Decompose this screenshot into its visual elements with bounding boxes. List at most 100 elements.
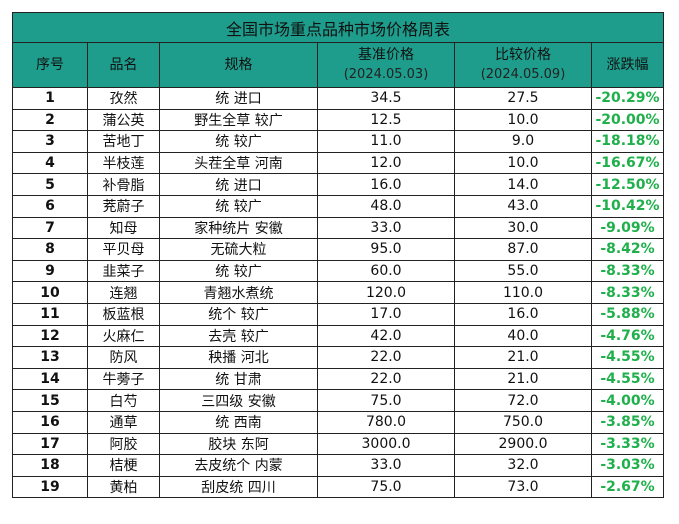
row-index: 4: [12, 151, 88, 175]
table-row: 1 孜然统 进口 34.5 27.5 -20.29%: [12, 87, 665, 110]
row-compare-price: 110.0: [454, 281, 592, 304]
row-spec: 统个 较广: [159, 302, 318, 326]
row-base-price: 33.0: [317, 216, 455, 240]
row-change: -8.33%: [590, 281, 665, 304]
row-name: 蒲公英: [87, 108, 160, 132]
row-base-price: 75.0: [317, 475, 455, 499]
row-compare-price: 73.0: [454, 475, 592, 499]
row-name: 阿胶: [87, 432, 160, 456]
row-compare-price: 32.0: [454, 454, 592, 477]
table-row: 10 连翘 青翘水煮统 120.0 110.0 -8.33%: [12, 281, 665, 304]
table-row: 6 茺蔚子统 较广 48.0 43.0 -10.42%: [12, 194, 665, 218]
row-index: 8: [12, 238, 88, 261]
row-change: -2.67%: [590, 475, 665, 499]
row-change: -20.00%: [590, 108, 665, 132]
table-row: 11 板蓝根 统个 较广 17.0 16.0 -5.88%: [12, 302, 665, 326]
row-name: 平贝母: [87, 238, 160, 261]
price-table: 全国市场重点品种市场价格周表 序号 品名 规格 基准价格 (2024.05.03…: [11, 12, 665, 499]
row-spec: 统 较广: [159, 130, 318, 153]
row-change: -3.33%: [590, 432, 665, 456]
header-base-price-label: 基准价格: [358, 47, 414, 63]
row-base-price: 33.0: [317, 454, 455, 477]
row-base-price: 22.0: [317, 367, 455, 391]
row-spec: 统 进口: [159, 87, 318, 110]
row-compare-price: 72.0: [454, 389, 592, 412]
row-name: 黄柏: [87, 475, 160, 499]
row-spec: 统 甘肃: [159, 367, 318, 391]
row-spec: 统 进口: [159, 173, 318, 196]
table-row: 5 补骨脂统 进口 16.0 14.0 -12.50%: [12, 173, 665, 196]
table-row: 14 牛蒡子统 甘肃 22.0 21.0 -4.55%: [12, 367, 665, 391]
row-index: 13: [12, 346, 88, 369]
row-spec: 统 较广: [159, 194, 318, 218]
row-spec: 胶块 东阿: [159, 432, 318, 456]
row-base-price: 42.0: [317, 324, 455, 348]
row-compare-price: 40.0: [454, 324, 592, 348]
row-base-price: 34.5: [317, 87, 455, 110]
row-name: 防风: [87, 346, 160, 369]
row-change: -9.09%: [590, 216, 665, 240]
row-change: -10.42%: [590, 194, 665, 218]
table-row: 17 阿胶 胶块 东阿 3000.0 2900.0 -3.33%: [12, 432, 665, 456]
table-row: 2 蒲公英 野生全草 较广 12.5 10.0 -20.00%: [12, 108, 665, 132]
row-base-price: 11.0: [317, 130, 455, 153]
row-spec: 家种统片 安徽: [159, 216, 318, 240]
row-index: 10: [12, 281, 88, 304]
header-compare-price-label: 比较价格: [495, 47, 551, 63]
row-compare-price: 55.0: [454, 259, 592, 283]
row-index: 11: [12, 302, 88, 326]
row-change: -16.67%: [590, 151, 665, 175]
row-change: -3.03%: [590, 454, 665, 477]
row-compare-price: 14.0: [454, 173, 592, 196]
row-spec: 刮皮统 四川: [159, 475, 318, 499]
row-compare-price: 9.0: [454, 130, 592, 153]
row-change: -4.00%: [590, 389, 665, 412]
row-base-price: 60.0: [317, 259, 455, 283]
row-change: -5.88%: [590, 302, 665, 326]
table-row: 4 半枝莲 头茬全草 河南 12.0 10.0 -16.67%: [12, 151, 665, 175]
row-base-price: 12.5: [317, 108, 455, 132]
row-compare-price: 43.0: [454, 194, 592, 218]
row-change: -8.33%: [590, 259, 665, 283]
table-row: 9 韭菜子统 较广 60.0 55.0 -8.33%: [12, 259, 665, 283]
row-spec: 统 较广: [159, 259, 318, 283]
table-row: 18 桔梗 去皮统个 内蒙 33.0 32.0 -3.03%: [12, 454, 665, 477]
row-change: -3.85%: [590, 410, 665, 434]
table-row: 8 平贝母 无硫大粒 95.0 87.0 -8.42%: [12, 238, 665, 261]
row-index: 5: [12, 173, 88, 196]
row-compare-price: 2900.0: [454, 432, 592, 456]
row-spec: 秧播 河北: [159, 346, 318, 369]
row-index: 2: [12, 108, 88, 132]
row-name: 半枝莲: [87, 151, 160, 175]
row-name: 知母: [87, 216, 160, 240]
row-name: 孜然: [87, 87, 160, 110]
header-row: 序号 品名 规格 基准价格 (2024.05.03) 比较价格 (2024.05…: [12, 42, 665, 88]
row-spec: 青翘水煮统: [159, 281, 318, 304]
table-row: 7 知母 家种统片 安徽 33.0 30.0 -9.09%: [12, 216, 665, 240]
row-compare-price: 16.0: [454, 302, 592, 326]
row-name: 通草: [87, 410, 160, 434]
row-index: 3: [12, 130, 88, 153]
row-compare-price: 10.0: [454, 151, 592, 175]
row-name: 补骨脂: [87, 173, 160, 196]
row-name: 牛蒡子: [87, 367, 160, 391]
row-base-price: 22.0: [317, 346, 455, 369]
row-base-price: 3000.0: [317, 432, 455, 456]
row-change: -4.76%: [590, 324, 665, 348]
row-change: -4.55%: [590, 346, 665, 369]
header-spec: 规格: [159, 42, 318, 88]
row-change: -18.18%: [590, 130, 665, 153]
row-index: 19: [12, 475, 88, 499]
row-name: 苦地丁: [87, 130, 160, 153]
row-spec: 野生全草 较广: [159, 108, 318, 132]
row-index: 1: [12, 87, 88, 110]
row-index: 12: [12, 324, 88, 348]
row-base-price: 12.0: [317, 151, 455, 175]
row-index: 17: [12, 432, 88, 456]
row-spec: 统 西南: [159, 410, 318, 434]
row-name: 板蓝根: [87, 302, 160, 326]
row-spec: 去壳 较广: [159, 324, 318, 348]
table-row: 12 火麻仁 去壳 较广 42.0 40.0 -4.76%: [12, 324, 665, 348]
table-row: 13 防风 秧播 河北 22.0 21.0 -4.55%: [12, 346, 665, 369]
row-base-price: 16.0: [317, 173, 455, 196]
